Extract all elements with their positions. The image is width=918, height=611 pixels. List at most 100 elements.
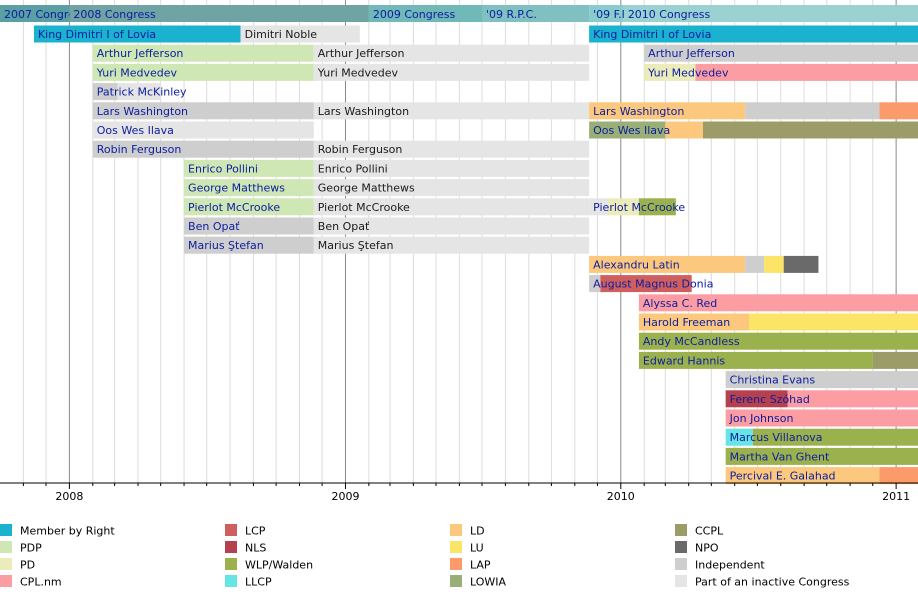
bar-lars-washington-independent: [92, 102, 314, 120]
bar-pierlot-mccrooke-pd: [607, 198, 639, 216]
congress-label-2007-congress: 2007 Congress: [4, 8, 87, 21]
member-label[interactable]: Ferenc Szóhad: [730, 393, 810, 406]
legend-label-nls: NLS: [245, 542, 266, 555]
legend: Member by Right PDP PD CPL.nm LCP NLS WLP/Wald…: [0, 524, 850, 589]
bar-ferenc-szohad-cpl_nm: [787, 390, 918, 408]
member-label[interactable]: Robin Ferguson: [97, 143, 182, 156]
bar-yuri-medvedev-inactive: [313, 63, 590, 81]
member-label[interactable]: Alyssa C. Red: [643, 297, 717, 310]
member-label[interactable]: Andy McCandless: [643, 335, 740, 348]
bar-enrico-pollini-pdp: [184, 159, 314, 177]
member-label[interactable]: Yuri Medvedev: [647, 66, 729, 79]
bar-lars-washington-ld: [589, 102, 746, 120]
inactive-label: Arthur Jefferson: [318, 47, 405, 60]
congress-label-2010-congress: 2010 Congress: [628, 8, 711, 21]
congress-band-2007-congress: [0, 5, 70, 22]
member-label[interactable]: Lars Washington: [593, 105, 684, 118]
bar-oos-wes-ilava-inactive: [92, 121, 314, 139]
member-label[interactable]: Alexandru Latin: [593, 258, 680, 271]
member-label[interactable]: Marcus Villanova: [730, 431, 823, 444]
bar-oos-wes-ilava-ld: [665, 121, 704, 139]
member-label[interactable]: Enrico Pollini: [188, 162, 258, 175]
bar-yuri-medvedev-pdp: [92, 63, 314, 81]
bar-lars-washington-independent: [745, 102, 880, 120]
bar-pierlot-mccrooke-inactive: [313, 198, 590, 216]
bar-oos-wes-ilava-lowia: [589, 121, 666, 139]
bar-yuri-medvedev-cpl_nm: [695, 63, 918, 81]
legend-label-wlp-walden: WLP/Walden: [245, 559, 313, 572]
member-label[interactable]: Oos Wes Ilava: [97, 124, 174, 137]
bar-arthur-jefferson-inactive: [313, 44, 590, 62]
inactive-label: Dimitri Noble: [245, 28, 318, 41]
legend-swatch-lu: [450, 541, 462, 553]
member-label[interactable]: Jon Johnson: [729, 412, 794, 425]
x-tick-label: 2009: [331, 490, 359, 503]
bar-alexandru-latin-independent: [745, 255, 765, 273]
bar-jon-johnson-cpl_nm: [725, 409, 918, 427]
bar-harold-freeman-ld: [638, 313, 750, 331]
bar-marius-stefan-inactive: [313, 236, 590, 254]
bar-alexandru-latin-lu: [764, 255, 784, 273]
bar-edward-hannis-ccpl: [872, 351, 918, 369]
bar-oos-wes-ilava-ccpl: [703, 121, 918, 139]
legend-swatch-member-by-right: [0, 524, 12, 536]
legend-label-pdp: PDP: [20, 542, 42, 555]
inactive-label: Enrico Pollini: [318, 162, 388, 175]
congress-label-09-r-p-c: '09 R.P.C.: [486, 8, 537, 21]
member-label[interactable]: Ben Opať: [188, 220, 240, 233]
inactive-label: Pierlot McCrooke: [318, 201, 410, 214]
congress-band-09-r-p-c: [482, 5, 590, 22]
member-label[interactable]: Percival E. Galahad: [730, 470, 836, 483]
bar-alexandru-latin-npo: [783, 255, 819, 273]
bar-enrico-pollini-inactive: [313, 159, 590, 177]
member-label[interactable]: Harold Freeman: [643, 316, 730, 329]
inactive-label: George Matthews: [318, 182, 415, 195]
member-label[interactable]: Patrick McKinley: [97, 86, 187, 99]
bar-lars-washington-lap: [879, 102, 918, 120]
member-label[interactable]: King Dimitri I of Lovia: [38, 28, 156, 41]
member-bars: [33, 25, 918, 485]
member-label[interactable]: Arthur Jefferson: [648, 47, 735, 60]
member-label[interactable]: August Magnus Donia: [593, 278, 713, 291]
member-label[interactable]: Yuri Medvedev: [96, 66, 178, 79]
member-label[interactable]: Oos Wes Ilava: [593, 124, 670, 137]
member-label[interactable]: Marius Ştefan: [188, 239, 264, 252]
member-label[interactable]: King Dimitri I of Lovia: [593, 28, 711, 41]
legend-label-cpl-nm: CPL.nm: [20, 576, 62, 589]
bar-yuri-medvedev-pd: [644, 63, 696, 81]
bar-martha-van-ghent-wlp: [725, 447, 918, 465]
legend-swatch-cpl-nm: [0, 575, 12, 587]
bar-lars-washington-inactive: [313, 102, 590, 120]
legend-swatch-ccpl: [675, 524, 687, 536]
member-label[interactable]: Martha Van Ghent: [730, 450, 830, 463]
x-tick-label: 2011: [882, 490, 910, 503]
bar-percival-e-galahad-ld: [725, 467, 880, 485]
bar-king-dimitri-i-of-lovia-inactive: [240, 25, 360, 43]
member-label[interactable]: Christina Evans: [730, 374, 816, 387]
legend-label-lap: LAP: [470, 559, 491, 572]
member-label[interactable]: Lars Washington: [97, 105, 188, 118]
x-tick-label: 2010: [607, 490, 635, 503]
legend-label-independent: Independent: [695, 559, 765, 572]
member-label[interactable]: Pierlot McCrooke: [188, 201, 280, 214]
bar-king-dimitri-i-of-lovia-member_by_right: [33, 25, 241, 43]
bar-edward-hannis-wlp: [638, 351, 873, 369]
bar-arthur-jefferson-independent: [644, 44, 918, 62]
member-label[interactable]: Pierlot McCrooke: [593, 201, 685, 214]
member-label[interactable]: Arthur Jefferson: [97, 47, 184, 60]
congress-label-2009-congress: 2009 Congress: [373, 8, 456, 21]
legend-label-ccpl: CCPL: [695, 525, 724, 538]
congress-band-2008-congress: [69, 5, 369, 22]
bar-ben-opat-independent: [184, 217, 314, 235]
legend-label-pd: PD: [20, 559, 35, 572]
member-label[interactable]: Edward Hannis: [643, 354, 725, 367]
bar-christina-evans-independent: [725, 371, 918, 389]
legend-label-lcp: LCP: [245, 525, 266, 538]
congress-band-2009-congress: [368, 5, 483, 22]
inactive-label: Robin Ferguson: [318, 143, 403, 156]
bar-august-magnus-donia-independent: [589, 275, 601, 293]
congress-band-09-f-p-c: [589, 5, 624, 22]
member-label[interactable]: George Matthews: [188, 182, 285, 195]
legend-swatch-lowia: [450, 575, 462, 587]
